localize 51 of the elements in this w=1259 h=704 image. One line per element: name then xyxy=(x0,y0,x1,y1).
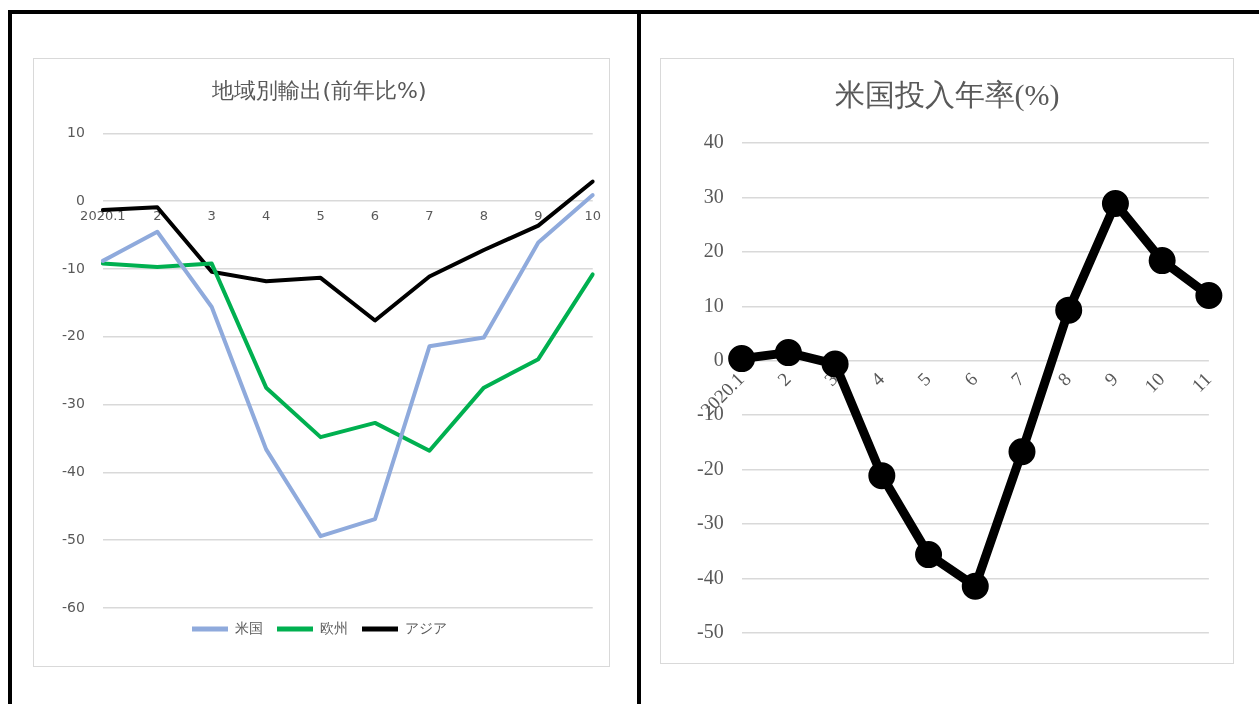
y-tick-label: -40 xyxy=(61,463,85,480)
point xyxy=(1148,247,1176,275)
y-tick-label: 20 xyxy=(703,239,724,262)
point xyxy=(1055,296,1083,324)
y-tick-label: -10 xyxy=(61,259,85,276)
x-tick-label: 5 xyxy=(316,208,325,224)
point xyxy=(1101,189,1129,217)
point xyxy=(961,572,989,600)
x-tick-label: 2 xyxy=(153,208,162,224)
y-tick-label: -20 xyxy=(696,456,724,479)
legend-label: 米国 xyxy=(235,619,263,636)
y-tick-label: 30 xyxy=(703,184,724,207)
point xyxy=(1195,281,1223,309)
y-tick-label: -30 xyxy=(61,395,85,412)
point xyxy=(728,345,756,373)
x-tick-label: 7 xyxy=(1006,368,1029,390)
x-tick-label: 11 xyxy=(1187,368,1216,397)
x-tick-label: 10 xyxy=(584,208,601,224)
x-tick-label: 9 xyxy=(1100,368,1122,390)
point xyxy=(774,339,802,367)
y-tick-label: -50 xyxy=(61,530,85,547)
point xyxy=(915,541,943,569)
y-tick-label: 10 xyxy=(67,124,85,141)
x-tick-label: 10 xyxy=(1140,368,1169,397)
x-tick-label: 4 xyxy=(866,367,889,390)
legend-label: 欧州 xyxy=(320,619,348,636)
x-tick-label: 9 xyxy=(534,208,543,224)
x-tick-label: 6 xyxy=(960,368,982,390)
y-tick-label: 40 xyxy=(703,130,724,153)
y-tick-label: -50 xyxy=(696,620,724,643)
chart-title: 地域別輸出(前年比%) xyxy=(211,77,427,103)
chart-title: 米国投入年率(%) xyxy=(834,77,1060,112)
x-tick-label: 6 xyxy=(370,208,380,224)
x-tick-label: 8 xyxy=(1053,368,1076,390)
y-tick-label: 0 xyxy=(713,348,724,371)
y-tick-label: -20 xyxy=(61,327,85,344)
legend-label: アジア xyxy=(405,619,447,636)
x-tick-label: 5 xyxy=(913,368,935,390)
x-tick-label: 2 xyxy=(773,368,795,390)
y-tick-label: -60 xyxy=(61,598,85,615)
y-tick-label: -30 xyxy=(696,511,724,534)
x-tick-label: 4 xyxy=(262,208,271,224)
x-tick-label: 7 xyxy=(425,208,434,224)
x-tick-label: 3 xyxy=(207,208,216,224)
y-tick-label: -40 xyxy=(696,565,724,588)
x-tick-label: 2020.1 xyxy=(80,208,126,224)
point xyxy=(868,462,896,490)
y-tick-label: 10 xyxy=(703,293,724,316)
y-tick-label: 0 xyxy=(75,191,85,208)
x-tick-label: 8 xyxy=(479,208,489,224)
point xyxy=(1008,438,1036,466)
